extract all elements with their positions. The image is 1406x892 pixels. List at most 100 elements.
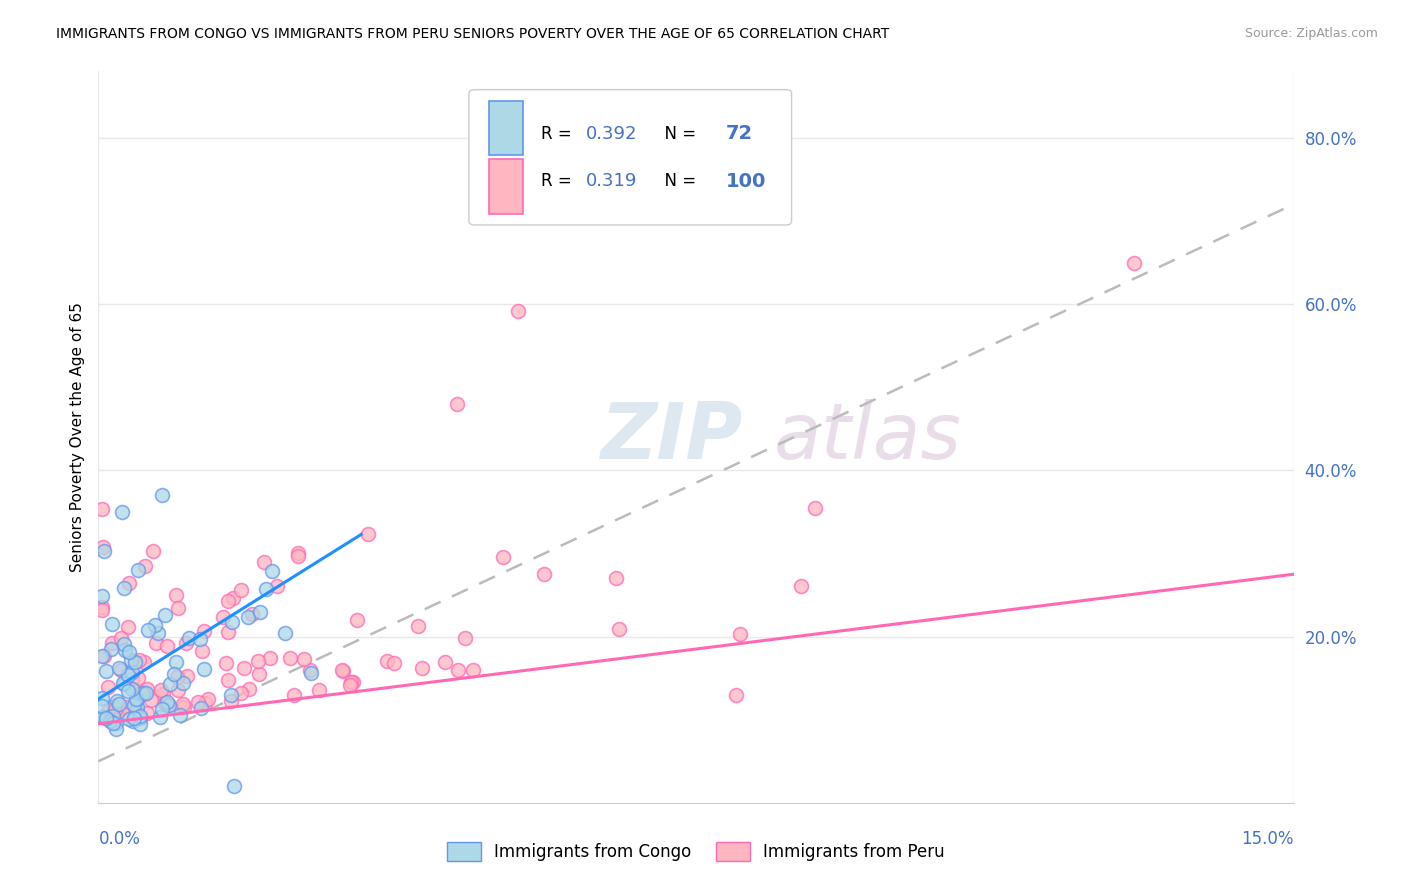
Point	[188, 632, 211, 646]
Point	[150, 682, 173, 697]
Point	[187, 695, 209, 709]
Point	[190, 644, 212, 658]
Point	[356, 526, 378, 541]
Point	[108, 697, 131, 711]
Point	[120, 653, 142, 667]
Point	[454, 632, 477, 646]
Point	[142, 543, 165, 558]
Point	[193, 624, 215, 639]
Point	[134, 559, 156, 574]
Point	[607, 622, 630, 636]
Point	[790, 579, 813, 593]
Point	[173, 699, 195, 714]
Point	[96, 680, 118, 694]
Point	[128, 710, 150, 724]
Point	[141, 692, 163, 706]
Point	[134, 687, 156, 701]
Point	[724, 688, 747, 702]
Point	[105, 707, 128, 722]
Bar	[489, 101, 523, 155]
Point	[247, 654, 270, 668]
Point	[172, 676, 194, 690]
Point	[221, 615, 243, 629]
Point	[193, 662, 215, 676]
Point	[222, 779, 245, 793]
Point	[340, 675, 363, 690]
Point	[283, 688, 305, 702]
Point	[190, 700, 212, 714]
Point	[278, 651, 301, 665]
Point	[308, 683, 330, 698]
Point	[103, 716, 125, 731]
Point	[156, 695, 179, 709]
Point	[115, 700, 138, 714]
Point	[1123, 255, 1146, 269]
Point	[215, 656, 238, 670]
Point	[299, 663, 322, 677]
Point	[100, 642, 122, 657]
Point	[167, 682, 190, 697]
Point	[104, 715, 127, 730]
Point	[169, 707, 191, 722]
Point	[274, 626, 297, 640]
Point	[605, 571, 627, 585]
Legend: Immigrants from Congo, Immigrants from Peru: Immigrants from Congo, Immigrants from P…	[440, 835, 952, 868]
Text: 0.319: 0.319	[586, 172, 637, 190]
Point	[121, 672, 143, 686]
Point	[91, 691, 114, 706]
Point	[101, 709, 124, 723]
Point	[143, 617, 166, 632]
Point	[112, 677, 135, 691]
Point	[91, 589, 114, 603]
Point	[93, 543, 115, 558]
Point	[253, 556, 276, 570]
Point	[108, 660, 131, 674]
Point	[125, 691, 148, 706]
Text: atlas: atlas	[773, 399, 962, 475]
Point	[219, 688, 242, 702]
Point	[91, 540, 114, 554]
Point	[122, 711, 145, 725]
Point	[96, 665, 118, 679]
Point	[332, 665, 354, 679]
Point	[219, 693, 242, 707]
Point	[128, 653, 150, 667]
Point	[125, 705, 148, 719]
Text: 100: 100	[725, 171, 766, 191]
Text: N =: N =	[654, 172, 702, 190]
Point	[155, 639, 177, 653]
Point	[132, 656, 155, 670]
Text: 72: 72	[725, 124, 754, 143]
Point	[229, 686, 252, 700]
Text: ZIP: ZIP	[600, 399, 742, 475]
Point	[91, 602, 114, 616]
Point	[156, 698, 179, 712]
Point	[110, 663, 132, 677]
Point	[127, 671, 149, 685]
Point	[146, 625, 169, 640]
Point	[112, 707, 135, 722]
Point	[172, 697, 194, 711]
Point	[91, 648, 114, 663]
Text: Source: ZipAtlas.com: Source: ZipAtlas.com	[1244, 27, 1378, 40]
Point	[128, 716, 150, 731]
Point	[108, 708, 131, 723]
Point	[91, 699, 114, 714]
Point	[98, 714, 121, 728]
Point	[138, 623, 160, 637]
Point	[153, 607, 176, 622]
Point	[194, 697, 217, 711]
Point	[166, 601, 188, 615]
Point	[339, 678, 361, 692]
Point	[260, 565, 283, 579]
Point	[111, 676, 134, 690]
Point	[118, 712, 141, 726]
Point	[121, 681, 143, 696]
Point	[236, 610, 259, 624]
Point	[150, 488, 173, 502]
Text: 0.0%: 0.0%	[98, 830, 141, 847]
Point	[125, 692, 148, 706]
Point	[232, 661, 254, 675]
Text: R =: R =	[541, 125, 576, 143]
Point	[103, 698, 125, 713]
